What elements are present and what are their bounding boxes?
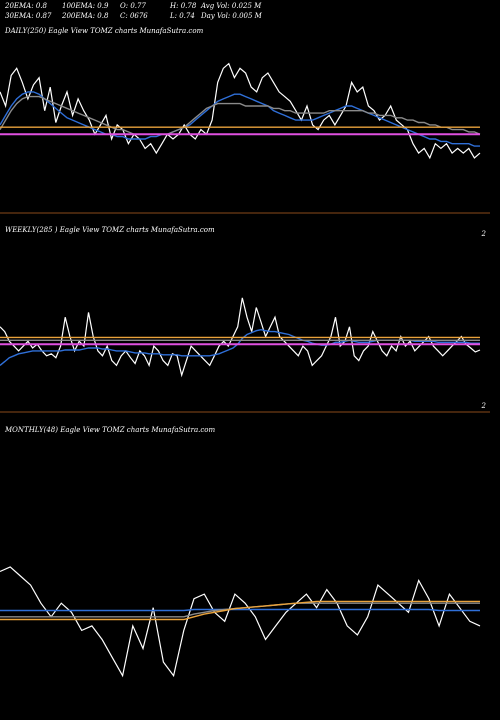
monthly-series-line-3: [0, 600, 480, 621]
header-30ema: 30EMA: 0.87: [5, 12, 52, 20]
header-avg-vol: Avg Vol: 0.025 M: [201, 2, 262, 10]
weekly-edge-label: 2: [481, 230, 486, 238]
header-high: H: 0.78: [170, 2, 197, 10]
daily-weekly-edge-label: 2: [481, 402, 486, 410]
header-open: O: 0.77: [120, 2, 146, 10]
monthly-panel-label: MONTHLY(48) Eagle View TOMZ charts Munaf…: [5, 426, 216, 434]
daily-series-line-1: [0, 91, 480, 147]
weekly-panel-label: WEEKLY(285 ) Eagle View TOMZ charts Muna…: [5, 226, 215, 234]
header-day-vol: Day Vol: 0.005 M: [201, 12, 262, 20]
header-100ema: 100EMA: 0.9: [62, 2, 109, 10]
daily-panel-label: DAILY(250) Eagle View TOMZ charts Munafa…: [5, 27, 204, 35]
header-close: C: 0676: [120, 12, 148, 20]
monthly-chart: [0, 566, 481, 678]
header-low: L: 0.74: [170, 12, 195, 20]
header-20ema: 20EMA: 0.8: [5, 2, 47, 10]
header-200ema: 200EMA: 0.8: [62, 12, 109, 20]
daily-chart: [0, 62, 481, 160]
monthly-series-line-1: [0, 608, 480, 612]
weekly-chart: [0, 297, 481, 378]
monthly-series-line-0: [0, 566, 481, 678]
daily-series-line-2: [0, 95, 481, 136]
daily-series-line-0: [0, 62, 481, 160]
weekly-series-line-0: [0, 297, 481, 378]
weekly-series-line-1: [0, 328, 480, 366]
